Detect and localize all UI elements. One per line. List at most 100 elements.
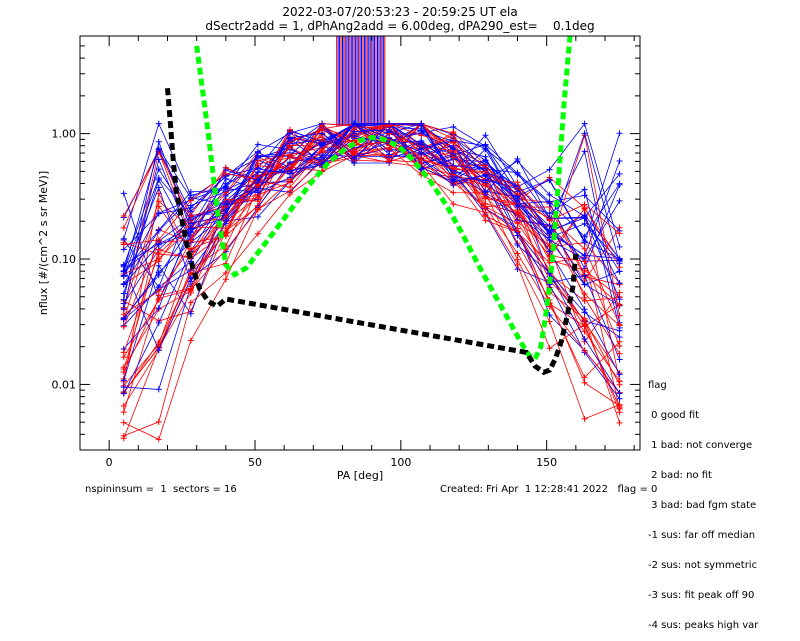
spectrum-marker (482, 209, 489, 216)
spectrum-marker (120, 419, 127, 426)
spectrum-marker (450, 171, 457, 178)
spectrum-marker (155, 145, 162, 152)
spectrum-marker (546, 237, 553, 244)
spectrum-marker (254, 176, 261, 183)
spectrum-marker (546, 191, 553, 198)
spectrum-marker (155, 227, 162, 234)
spectrum-marker (319, 136, 326, 143)
spectrum-marker (616, 327, 623, 334)
legend-item: 3 bad: bad fgm state (648, 500, 757, 511)
spectrum-marker (187, 197, 194, 204)
spectrum-marker (418, 149, 425, 156)
y-tick-label: 1.00 (52, 128, 77, 141)
spectrum-marker (386, 126, 393, 133)
spectrum-marker (581, 379, 588, 386)
spectrum-marker (120, 224, 127, 231)
spectrum-marker (120, 409, 127, 416)
spectrum-marker (187, 245, 194, 252)
spectrum-trace (123, 123, 620, 379)
spectrum-marker (482, 203, 489, 210)
axes: 0 50 100 150 0.01 0.10 1.00 PA [deg] nflux [#/(c… (37, 35, 641, 482)
chart-title-line-1: 2022-03-07/20:53:23 - 20:59:25 UT ela (282, 5, 518, 19)
spectrum-marker (514, 256, 521, 263)
spectrum-marker (581, 214, 588, 221)
spectrum-trace (123, 123, 620, 319)
spectrum-marker (319, 160, 326, 167)
spectrum-trace (123, 131, 620, 327)
spectrum-marker (386, 158, 393, 165)
spectrum-marker (546, 177, 553, 184)
legend-item: 0 good fit (648, 410, 700, 421)
spectrum-marker (155, 198, 162, 205)
flag-legend: flag 0 good fit 1 bad: not converge 2 ba… (648, 361, 758, 641)
spectrum-marker (254, 206, 261, 213)
spectrum-marker (254, 230, 261, 237)
spectrum-marker (514, 171, 521, 178)
spectrum-marker (155, 319, 162, 326)
spectrum-trace (123, 123, 620, 232)
spectrum-trace (123, 136, 620, 382)
spectrum-marker (187, 225, 194, 232)
spectrum-marker (514, 220, 521, 227)
spectrum-marker (616, 296, 623, 303)
spectrum-marker (514, 242, 521, 249)
spectrum-marker (222, 201, 229, 208)
spectrum-marker (616, 280, 623, 287)
spectrum-trace (123, 123, 620, 400)
spectrum-marker (546, 217, 553, 224)
spectrum-marker (187, 269, 194, 276)
spectrum-marker (616, 180, 623, 187)
spectrum-marker (616, 371, 623, 378)
spectrum-marker (581, 317, 588, 324)
spectrum-marker (155, 418, 162, 425)
spectrum-marker (581, 290, 588, 297)
spectrum-marker (616, 395, 623, 402)
fit-curve-green (194, 36, 573, 363)
spectrum-marker (222, 213, 229, 220)
spectrum-trace (123, 123, 620, 358)
spectrum-marker (418, 156, 425, 163)
spectrum-marker (616, 130, 623, 137)
spectrum-marker (581, 220, 588, 227)
spectrum-marker (450, 139, 457, 146)
spectrum-marker (254, 141, 261, 148)
spectrum-marker (155, 288, 162, 295)
spectrum-marker (514, 195, 521, 202)
spectrum-marker (319, 130, 326, 137)
spectrum-marker (514, 179, 521, 186)
spectrum-marker (450, 123, 457, 130)
spectrum-trace (123, 123, 620, 284)
spectrum-marker (254, 213, 261, 220)
spectrum-marker (155, 262, 162, 269)
spectrum-marker (287, 144, 293, 151)
spectrum-marker (187, 213, 194, 220)
spectrum-trace (123, 125, 620, 394)
spectrum-marker (120, 296, 127, 303)
legend-item: -1 sus: far off median (648, 530, 756, 541)
spectrum-trace (123, 123, 620, 285)
spectrum-marker (120, 261, 127, 268)
spectrum-marker (120, 212, 127, 219)
spectrum-marker (581, 335, 588, 342)
spectrum-marker (120, 354, 127, 361)
spectrum-marker (222, 170, 229, 177)
spectrum-marker (254, 157, 261, 164)
spectrum-marker (616, 230, 623, 237)
spectrum-trace (123, 147, 620, 437)
spectrum-marker (581, 239, 588, 246)
spectrum-marker (187, 278, 194, 285)
plot-frame (79, 35, 641, 451)
spectrum-marker (155, 436, 162, 443)
spectrum-marker (482, 172, 489, 179)
spectrum-marker (482, 146, 489, 153)
spectrum-trace (123, 125, 620, 393)
spectrum-marker (222, 207, 229, 214)
spectrum-marker (287, 135, 293, 142)
spectrum-marker (287, 170, 293, 177)
spectrum-marker (514, 261, 521, 268)
spectrum-marker (581, 258, 588, 265)
spectrum-marker (155, 347, 162, 354)
spectrum-marker (120, 369, 127, 376)
spectrum-marker (187, 204, 194, 211)
spectrum-marker (120, 290, 127, 297)
